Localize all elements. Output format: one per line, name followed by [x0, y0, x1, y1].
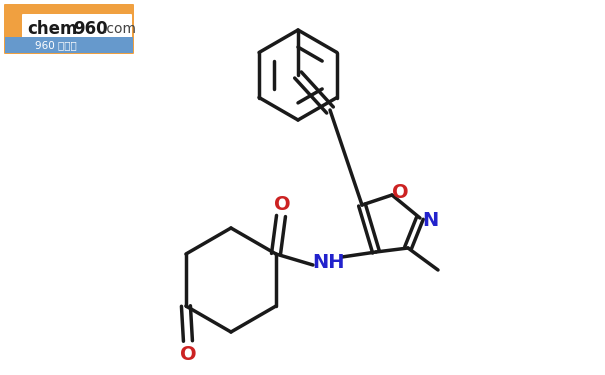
Text: N: N — [422, 210, 438, 230]
Text: O: O — [180, 345, 196, 364]
FancyBboxPatch shape — [4, 4, 134, 54]
Bar — [5, 37, 133, 53]
FancyBboxPatch shape — [22, 14, 132, 46]
Text: NH: NH — [312, 252, 344, 272]
Text: chem: chem — [27, 20, 77, 38]
Text: O: O — [391, 183, 408, 203]
Text: 960 化工网: 960 化工网 — [35, 40, 77, 50]
Text: 960: 960 — [73, 20, 108, 38]
Text: O: O — [273, 195, 290, 213]
Text: .com: .com — [103, 22, 137, 36]
